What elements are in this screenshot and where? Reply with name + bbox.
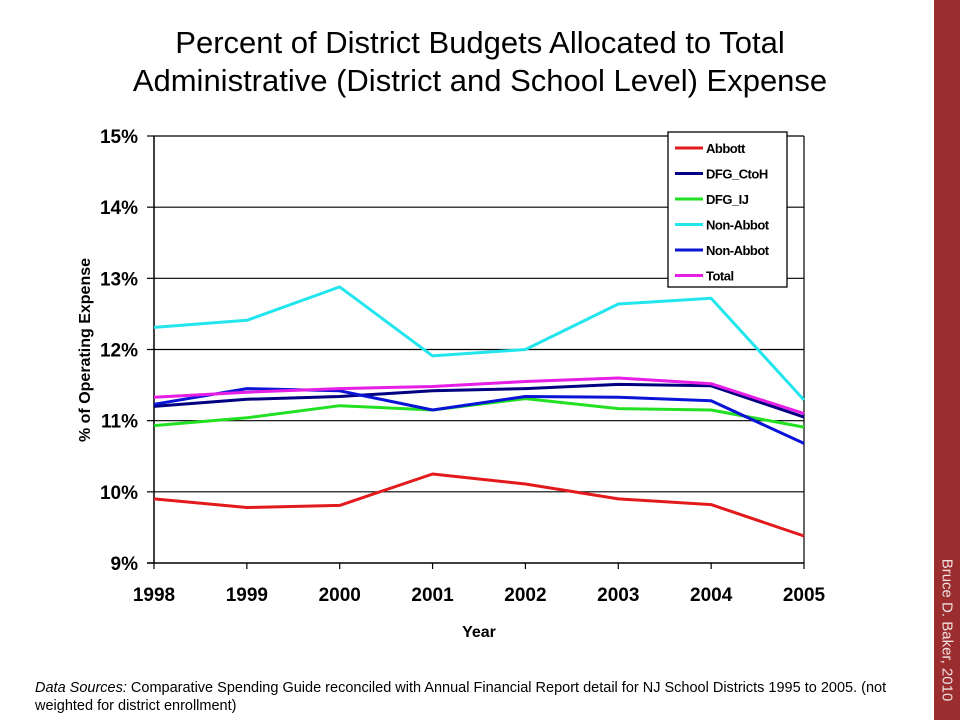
legend-label: Non-Abbot [706,243,770,258]
y-tick-label: 11% [101,412,138,433]
data-sources-text: Comparative Spending Guide reconciled wi… [35,680,887,714]
x-tick-label: 2002 [504,585,546,606]
y-tick-label: 12% [100,341,138,362]
x-tick-label: 2000 [319,585,361,606]
y-tick-label: 10% [100,483,138,504]
legend-label: Total [706,269,734,284]
series-line-non-abbot-3 [153,285,806,402]
series-line-abbott-0 [153,472,805,538]
y-axis-title: % of Operating Expense [77,258,94,442]
y-tick-label: 13% [100,269,138,290]
chart-title-line-1: Percent of District Budgets Allocated to… [175,25,785,60]
axes [147,135,805,569]
chart-title: Percent of District Budgets Allocated to… [0,24,960,100]
x-tick-label: 2001 [411,585,454,606]
x-tick-label: 2004 [690,585,733,606]
legend: Abbott DFG_CtoH DFG_IJ Non-Abbot Non-Abbot To… [667,131,788,288]
data-sources-footnote: Data Sources: Comparative Spending Guide… [35,679,915,715]
y-tick-label: 15% [100,127,138,148]
x-tick-label: 1998 [133,585,175,606]
legend-label: DFG_CtoH [706,167,768,182]
y-tick-label: 14% [100,198,138,219]
y-tick-label: 9% [111,554,139,575]
series-line-non-abbot-4 [153,387,805,445]
data-sources-label: Data Sources: [35,680,127,696]
legend-label: Abbott [706,141,746,156]
legend-box [667,131,788,288]
series-line-total-5 [153,376,805,416]
side-band [934,0,960,720]
chart-title-line-2: Administrative (District and School Leve… [132,63,828,98]
x-axis-title: Year [462,624,496,641]
x-tick-label: 1999 [226,585,268,606]
x-tick-label: 2003 [597,585,639,606]
series-lines [153,285,806,538]
legend-label: Non-Abbot [706,218,770,233]
author-credit: Bruce D. Baker, 2010 [938,558,956,702]
y-tick-labels: 9% 10% 11% 12% 13% 14% 15% [100,127,138,575]
series-line-dfg-ctoh-1 [153,382,805,419]
x-tick-labels: 1998 1999 2000 2001 2002 2003 2004 2005 [133,585,826,606]
x-tick-label: 2005 [783,585,826,606]
legend-label: DFG_IJ [706,192,749,207]
